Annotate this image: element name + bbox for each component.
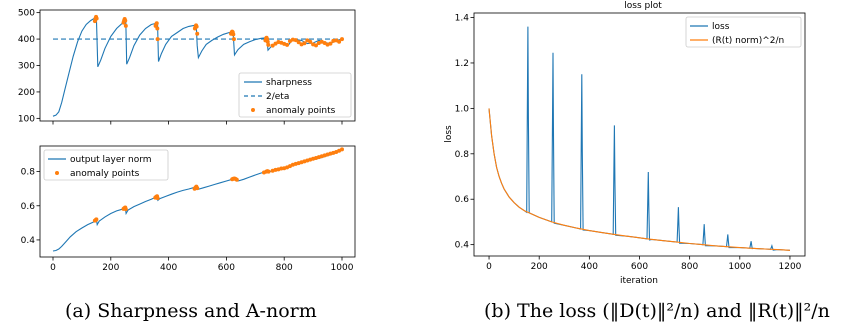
sharpness-anomaly-point xyxy=(194,24,199,29)
output-norm-x-tick-label: 0 xyxy=(50,263,56,273)
sharpness-anomaly-point xyxy=(296,40,301,45)
loss-line-r-norm xyxy=(488,108,791,251)
sharpness-anomaly-point xyxy=(155,26,160,31)
sharpness-anomaly-point xyxy=(270,43,275,48)
loss-x-tick-label: 1000 xyxy=(728,262,751,272)
loss-series xyxy=(488,26,791,251)
sharpness-anomaly-point xyxy=(313,43,318,48)
output-norm-anomaly-point xyxy=(94,217,99,222)
output-norm-anomaly-point xyxy=(234,177,239,182)
caption-b: (b) The loss (‖D(t)‖²/n) and ‖R(t)‖²/n xyxy=(484,300,830,322)
sharpness-anomaly-point xyxy=(328,41,333,46)
loss-y-axis-label: loss xyxy=(444,125,454,143)
sharpness-y-tick-label: 200 xyxy=(18,88,35,98)
legend-label-anomaly: anomaly points xyxy=(266,106,336,116)
loss-y-tick-label: 0.4 xyxy=(455,241,470,251)
sharpness-anomaly-point xyxy=(285,42,290,47)
loss-y-tick-label: 1.0 xyxy=(455,104,470,114)
loss-chart-title: loss plot xyxy=(624,1,662,11)
sharpness-anomaly-point xyxy=(155,37,160,42)
output-norm-anomaly-point xyxy=(339,147,344,152)
sharpness-anomaly-point xyxy=(195,31,200,36)
output-norm-series xyxy=(52,147,344,252)
legend-marker-anomaly xyxy=(251,108,255,112)
sharpness-anomaly-point xyxy=(339,37,344,42)
loss-legend: loss (R(t) norm)^2/n xyxy=(685,16,802,48)
output-norm-x-tick-label: 400 xyxy=(160,263,177,273)
sharpness-series xyxy=(52,14,344,117)
output-norm-y-tick-label: 0.4 xyxy=(21,236,36,246)
sharpness-y-tick-label: 400 xyxy=(18,35,35,45)
sharpness-y-tick-label: 300 xyxy=(18,62,35,72)
legend-label-2-eta: 2/eta xyxy=(266,92,289,102)
caption-a-label: (a) xyxy=(65,300,92,322)
sharpness-y-tick-label: 100 xyxy=(18,114,35,124)
sharpness-anomaly-point xyxy=(231,37,236,42)
output-norm-y-tick-label: 0.8 xyxy=(21,168,36,178)
caption-a: (a) Sharpness and A-norm xyxy=(65,300,317,322)
loss-y-tick-label: 0.8 xyxy=(455,150,470,160)
loss-y-tick-label: 1.4 xyxy=(455,14,470,24)
sharpness-anomaly-point xyxy=(123,23,128,28)
loss-x-tick-label: 1200 xyxy=(779,262,802,272)
sharpness-y-tick-label: 500 xyxy=(18,9,35,19)
output-norm-x-tick-label: 800 xyxy=(276,263,293,273)
output-norm-legend: output layer norm anomaly points xyxy=(43,149,169,181)
output-norm-anomaly-point xyxy=(155,196,160,201)
loss-x-tick-label: 400 xyxy=(581,262,598,272)
loss-x-tick-label: 200 xyxy=(531,262,548,272)
sharpness-anomaly-point xyxy=(293,38,298,43)
loss-x-axis-label: iteration xyxy=(620,276,658,286)
caption-b-text: The loss (‖D(t)‖²/n) and ‖R(t)‖²/n xyxy=(517,300,830,322)
legend-label-anomaly-2: anomaly points xyxy=(70,169,140,179)
output-norm-x-tick-label: 1000 xyxy=(331,263,354,273)
sharpness-anomaly-point xyxy=(94,16,99,21)
output-norm-anomaly-point xyxy=(195,186,200,191)
loss-x-tick-label: 0 xyxy=(486,262,492,272)
loss-chart: loss plot 0 200 400 600 800 1000 1200 0.4 0.6 0.8… xyxy=(444,1,806,286)
sharpness-ticks: 100 200 300 400 500 xyxy=(18,9,343,125)
sharpness-anomaly-point xyxy=(154,21,159,26)
output-norm-x-tick-label: 600 xyxy=(218,263,235,273)
loss-line-loss xyxy=(488,26,791,251)
caption-a-text: Sharpness and A-norm xyxy=(97,300,317,322)
loss-x-tick-label: 800 xyxy=(681,262,698,272)
legend-label-loss: loss xyxy=(712,22,730,32)
legend-label-r-norm: (R(t) norm)^2/n xyxy=(712,36,784,46)
loss-y-tick-label: 1.2 xyxy=(455,59,469,69)
output-norm-anomaly-point xyxy=(266,169,271,174)
output-norm-anomaly-point xyxy=(279,166,284,171)
loss-y-tick-label: 0.6 xyxy=(455,195,470,205)
loss-x-tick-label: 600 xyxy=(631,262,648,272)
sharpness-anomaly-point xyxy=(123,18,128,23)
sharpness-chart: 100 200 300 400 500 sharpness 2/eta anomaly … xyxy=(18,9,356,125)
output-norm-chart: 0 200 400 600 800 1000 0.4 0.6 0.8 output layer … xyxy=(21,145,356,273)
sharpness-anomaly-point xyxy=(337,39,342,44)
caption-b-label: (b) xyxy=(484,300,511,322)
output-norm-y-tick-label: 0.6 xyxy=(21,202,36,212)
legend-label-sharpness: sharpness xyxy=(266,78,312,88)
sharpness-anomaly-point xyxy=(302,41,307,46)
sharpness-anomaly-point xyxy=(265,39,270,44)
output-norm-anomaly-point xyxy=(123,207,128,212)
sharpness-anomaly-point xyxy=(308,39,313,44)
output-norm-ticks: 0 200 400 600 800 1000 0.4 0.6 0.8 xyxy=(21,168,354,273)
loss-ticks: 0 200 400 600 800 1000 1200 0.4 0.6 0.8 1.0 1.2 1.4 xyxy=(455,14,802,272)
sharpness-legend: sharpness 2/eta anomaly points xyxy=(238,72,352,118)
legend-label-output-norm: output layer norm xyxy=(70,155,152,165)
sharpness-anomaly-point xyxy=(266,42,271,47)
output-norm-x-tick-label: 200 xyxy=(102,263,119,273)
legend-marker-anomaly-2 xyxy=(55,171,59,175)
sharpness-anomaly-point xyxy=(231,32,236,37)
